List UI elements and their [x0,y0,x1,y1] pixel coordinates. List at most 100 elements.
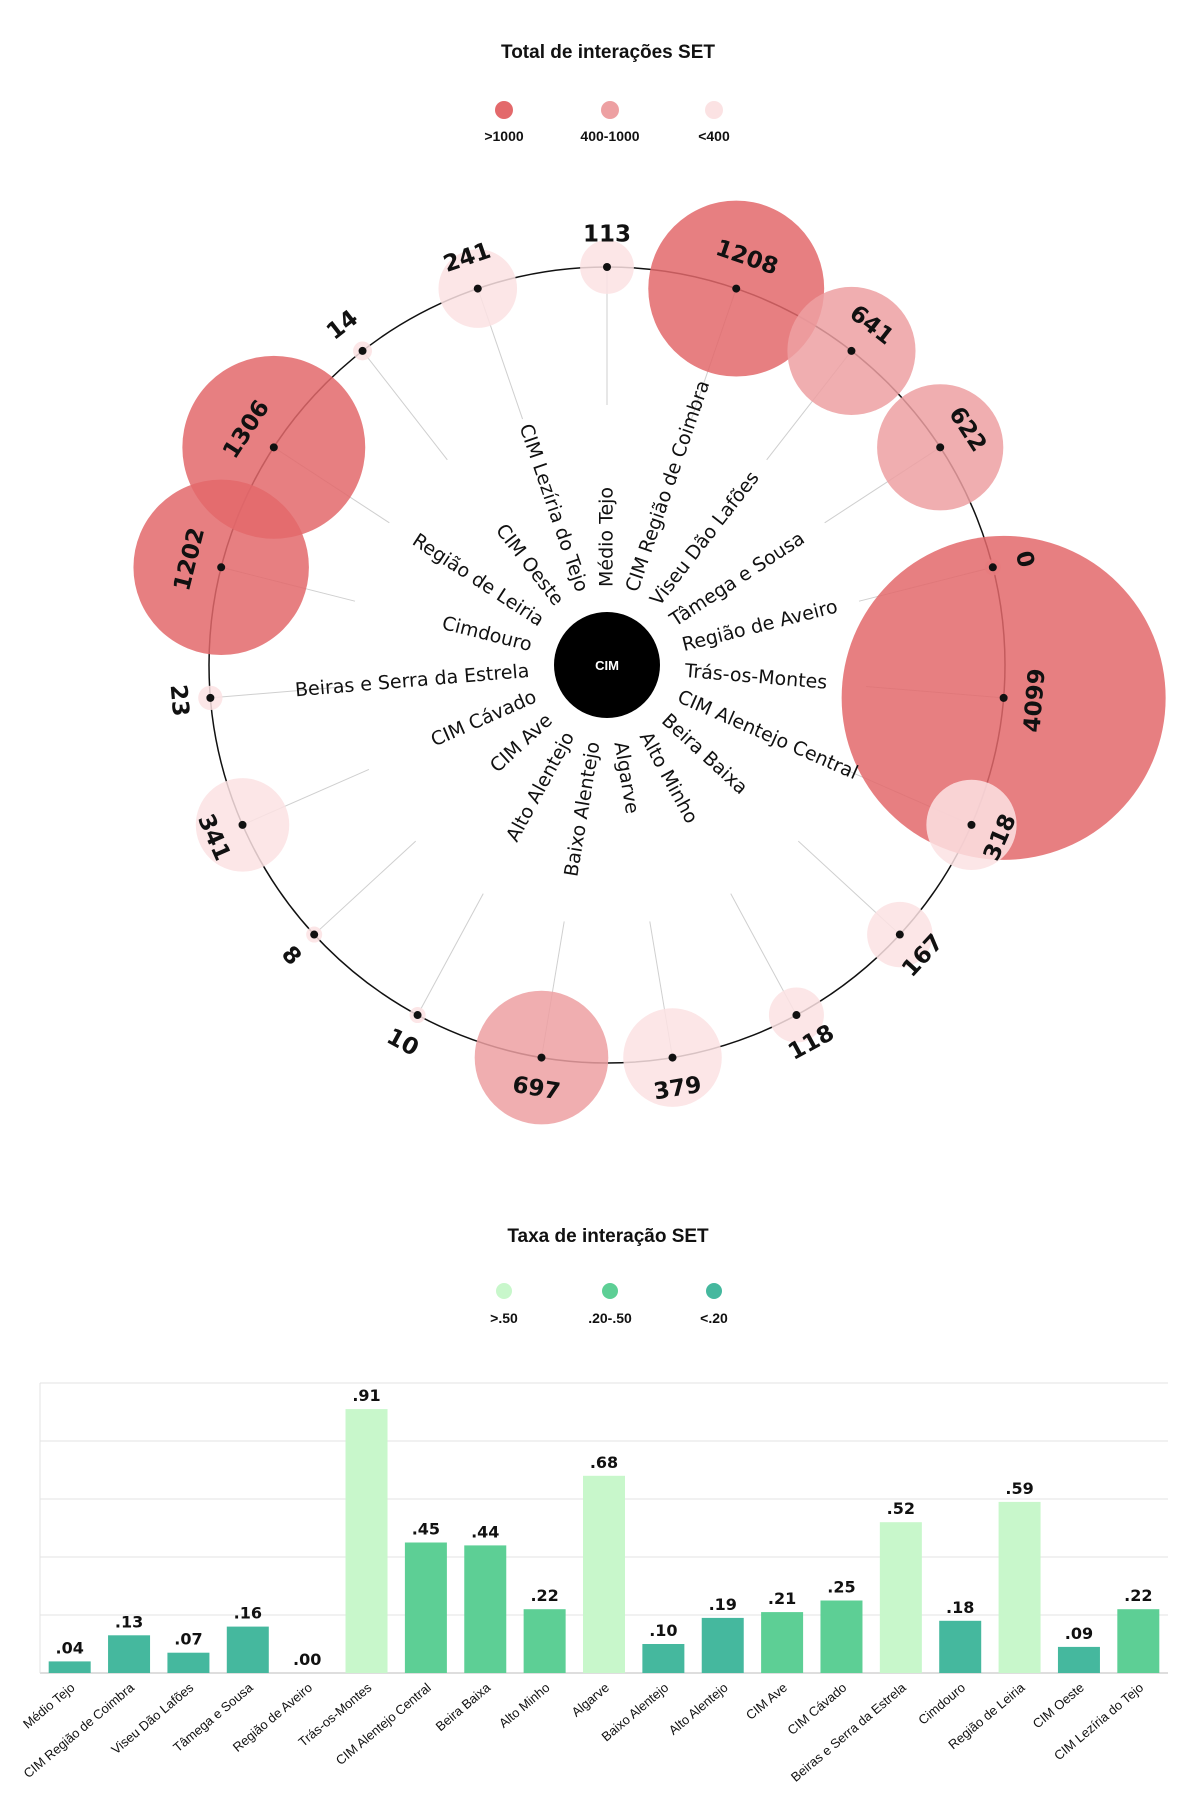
category-label-tras-os-montes: Trás-os-Montes [683,660,828,694]
chart-title: Total de interações SET [501,42,715,63]
category-label-medio-tejo: Médio Tejo [596,487,618,587]
legend-swatch-1 [496,1283,512,1299]
bar-value-alto-minho: .22 [530,1586,558,1605]
connector-cim-oeste [362,350,448,461]
ring-dot-tras-os-montes [999,693,1008,702]
category-label-cimdouro: Cimdouro [915,1680,968,1728]
ring-dot-cim-oeste [358,346,367,355]
legend-label-3: <.20 [700,1310,728,1326]
bar-value-cim-regiao-de-coimbra: .13 [115,1612,143,1631]
bar-value-regiao-de-aveiro: .00 [293,1650,321,1669]
bar-value-tras-os-montes: .91 [352,1386,380,1405]
bar-value-cim-ave: .21 [768,1589,796,1608]
interaction-rate-chart: Taxa de interação SET >.50 .20-.50 <.20 .0… [20,1226,1168,1785]
legend-swatch-3 [705,101,723,119]
connector-beiras-e-serra-da-estrela [210,685,348,699]
category-label-cim-regiao-de-coimbra: CIM Região de Coimbra [21,1679,138,1781]
bar-beiras-e-serra-da-estrela [879,1522,922,1673]
category-label-beiras-e-serra-da-estrela: Beiras e Serra da Estrela [788,1679,909,1784]
bar-cimdouro [939,1620,982,1673]
category-label-beira-baixa: Beira Baixa [433,1679,494,1734]
ring-dot-alto-minho [792,1011,801,1020]
bar-alto-minho [523,1609,566,1673]
center-label: CIM [595,658,619,673]
category-label-cim-oeste: CIM Oeste [1030,1680,1087,1731]
bar-value-baixo-alentejo: .10 [649,1621,677,1640]
bar-baixo-alentejo [642,1644,685,1673]
ring-dot-algarve [668,1053,677,1062]
legend-swatch-2 [601,101,619,119]
bar-value-medio-tejo: .04 [56,1638,84,1657]
bar-cim-alentejo-central [404,1542,447,1673]
bar-value-viseu-dao-lafoes: .07 [174,1630,202,1649]
category-label-algarve: Algarve [609,740,643,815]
ring-dot-baixo-alentejo [537,1053,546,1062]
value-label-cim-ave: 8 [276,941,306,970]
chart-title: Taxa de interação SET [507,1226,709,1247]
legend-swatch-1 [495,101,513,119]
bar-value-tamega-e-sousa: .16 [234,1604,262,1623]
value-label-tras-os-montes: 4099 [1019,667,1050,733]
bar-alto-alentejo [701,1617,744,1673]
bar-cim-regiao-de-coimbra [108,1635,151,1673]
ring-dot-tamega-e-sousa [936,443,945,452]
bar-cim-leziria-do-tejo [1117,1609,1160,1673]
legend-label-1: >1000 [484,128,524,144]
bar-value-regiao-de-leiria: .59 [1005,1479,1033,1498]
legend-label-2: .20-.50 [588,1310,632,1326]
bar-cim-ave [761,1612,804,1673]
connector-alto-alentejo [417,893,484,1016]
bar-value-cimdouro: .18 [946,1598,974,1617]
legend-label-2: 400-1000 [580,128,639,144]
bar-value-labels: .04 .13 .07 .16 .00 .91 .45 .44 .22 .68 .10 .19 .21.… [56,1386,1153,1669]
connector-cim-ave [313,840,417,935]
category-label-alto-alentejo: Alto Alentejo [666,1680,731,1738]
bar-cim-oeste [1057,1646,1100,1673]
ring-dot-cimdouro [217,563,226,572]
legend: >.50 .20-.50 <.20 [490,1283,728,1326]
category-label-medio-tejo: Médio Tejo [20,1680,78,1732]
ring-dot-beiras-e-serra-da-estrela [206,693,215,702]
ring-dot-viseu-dao-lafoes [847,346,856,355]
total-interactions-chart: Total de interações SET >1000 400-1000 <40… [133,42,1166,1125]
ring-dot-medio-tejo [603,263,611,271]
bar-algarve [583,1475,625,1673]
bar-beira-baixa [464,1545,507,1673]
ring-dot-regiao-de-leiria [269,443,278,452]
bar-value-cim-leziria-do-tejo: .22 [1124,1586,1152,1605]
category-label-cim-ave: CIM Ave [743,1680,790,1723]
center-node [554,612,660,718]
category-label-beiras-e-serra-da-estrela: Beiras e Serra da Estrela [294,660,530,701]
value-label-cim-oeste: 14 [322,305,363,345]
legend-swatch-3 [706,1283,722,1299]
category-label-alto-minho: Alto Minho [496,1680,553,1731]
bar-value-beiras-e-serra-da-estrela: .52 [887,1499,915,1518]
ring-dot-cim-cavado [238,820,247,829]
bars [48,1409,1160,1673]
legend: >1000 400-1000 <400 [484,101,730,144]
value-label-beiras-e-serra-da-estrela: 23 [165,683,194,717]
ring-dot-beira-baixa [895,930,904,939]
bar-value-cim-alentejo-central: .45 [412,1520,440,1539]
value-label-alto-alentejo: 10 [382,1024,423,1062]
bar-tamega-e-sousa [226,1626,269,1673]
ring-dot-alto-alentejo [413,1011,422,1020]
bar-cim-cavado [820,1600,863,1673]
legend-label-3: <400 [698,128,730,144]
bar-value-alto-alentejo: .19 [709,1595,737,1614]
legend-swatch-2 [602,1283,618,1299]
bar-medio-tejo [48,1661,91,1673]
value-label-regiao-de-aveiro: 0 [1010,548,1039,570]
category-label-algarve: Algarve [569,1680,612,1720]
legend-label-1: >.50 [490,1310,518,1326]
ring-dots [206,263,1008,1062]
category-label-cim-alentejo-central: CIM Alentejo Central [674,686,861,784]
bar-tras-os-montes [345,1409,388,1673]
bar-regiao-de-leiria [998,1501,1041,1673]
ring-dot-regiao-de-aveiro [988,563,997,572]
bar-value-cim-cavado: .25 [827,1578,855,1597]
ring-dot-cim-ave [310,930,319,939]
ring-dot-cim-leziria-do-tejo [473,284,482,293]
bar-value-cim-oeste: .09 [1065,1624,1093,1643]
